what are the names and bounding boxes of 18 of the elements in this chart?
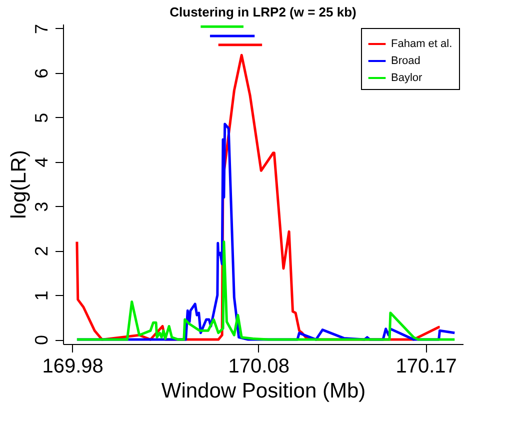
legend-label: Faham et al.: [391, 38, 452, 50]
line-series: [76, 240, 456, 341]
y-tick-label: 6: [32, 68, 52, 78]
y-axis-title: log(LR): [8, 150, 30, 219]
y-tick-label: 2: [32, 246, 52, 256]
x-axis-title: Window Position (Mb): [161, 380, 366, 402]
x-tick-label: 170.17: [396, 356, 457, 378]
legend-label: Baylor: [391, 72, 423, 84]
y-tick-label: 7: [32, 24, 52, 34]
x-tick-label: 170.08: [228, 356, 290, 378]
y-tick-label: 5: [32, 112, 52, 123]
y-tick-label: 1: [32, 290, 52, 301]
y-tick-label: 3: [32, 202, 52, 212]
x-tick-label: 169.98: [42, 356, 104, 378]
y-tick-label: 4: [32, 157, 52, 168]
legend-label: Broad: [391, 55, 420, 67]
chart-title: Clustering in LRP2 (w = 25 kb): [170, 4, 356, 20]
y-tick-label: 0: [32, 335, 52, 346]
